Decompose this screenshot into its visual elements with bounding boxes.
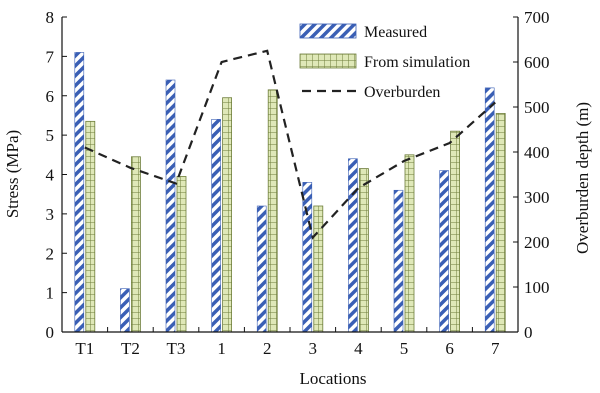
y2-tick-label-700: 700: [524, 8, 550, 27]
x-tick-label-T1: T1: [75, 339, 94, 358]
bar-measured-T2: [120, 289, 129, 332]
y-axis-title: Stress (MPa): [3, 130, 22, 218]
y-tick-label-8: 8: [46, 8, 55, 27]
y-tick-label-1: 1: [46, 284, 55, 303]
y2-tick-label-400: 400: [524, 143, 550, 162]
x-tick-label-6: 6: [445, 339, 454, 358]
bar-simulation-T3: [177, 176, 186, 332]
legend-label-measured: Measured: [364, 24, 427, 41]
y-tick-label-7: 7: [46, 47, 55, 66]
x-tick-label-4: 4: [354, 339, 363, 358]
bar-simulation-2: [268, 90, 277, 332]
plot-area: [75, 51, 505, 332]
overburden-line: [85, 51, 495, 238]
legend-label-simulation: From simulation: [364, 54, 470, 71]
bar-measured-T3: [166, 80, 175, 332]
x-tick-label-T3: T3: [167, 339, 186, 358]
bar-simulation-4: [359, 169, 368, 332]
bar-simulation-1: [223, 98, 232, 332]
y2-tick-label-100: 100: [524, 278, 550, 297]
y2-axis-title: Overburden depth (m): [573, 102, 592, 254]
x-tick-label-5: 5: [400, 339, 409, 358]
bar-measured-T1: [75, 52, 84, 332]
bar-measured-6: [440, 171, 449, 332]
legend-swatch-measured: [300, 24, 356, 38]
y2-tick-label-600: 600: [524, 53, 550, 72]
bar-measured-1: [212, 119, 221, 332]
y-tick-label-0: 0: [46, 323, 55, 342]
y-tick-label-5: 5: [46, 126, 55, 145]
legend: Measured From simulation Overburden: [300, 24, 470, 101]
x-axis-title: Locations: [299, 369, 366, 388]
y-tick-label-4: 4: [46, 166, 55, 185]
bar-simulation-5: [405, 155, 414, 332]
x-tick-label-3: 3: [309, 339, 318, 358]
y-tick-label-6: 6: [46, 87, 55, 106]
y-tick-label-3: 3: [46, 205, 55, 224]
bar-measured-5: [394, 190, 403, 332]
bar-measured-7: [485, 88, 494, 332]
bar-simulation-7: [496, 113, 505, 332]
y-tick-label-2: 2: [46, 244, 55, 263]
legend-label-overburden: Overburden: [364, 84, 440, 101]
x-tick-label-7: 7: [491, 339, 500, 358]
bar-simulation-6: [451, 131, 460, 332]
y2-tick-label-300: 300: [524, 188, 550, 207]
bar-simulation-3: [314, 206, 323, 332]
bar-measured-3: [303, 182, 312, 332]
x-tick-label-1: 1: [217, 339, 226, 358]
bar-measured-2: [257, 206, 266, 332]
bar-simulation-T2: [131, 157, 140, 332]
y2-tick-label-500: 500: [524, 98, 550, 117]
x-tick-label-2: 2: [263, 339, 272, 358]
x-tick-label-T2: T2: [121, 339, 140, 358]
y2-tick-label-0: 0: [524, 323, 533, 342]
legend-swatch-simulation: [300, 54, 356, 68]
bar-measured-4: [348, 159, 357, 332]
y2-tick-label-200: 200: [524, 233, 550, 252]
bar-simulation-T1: [86, 121, 95, 332]
